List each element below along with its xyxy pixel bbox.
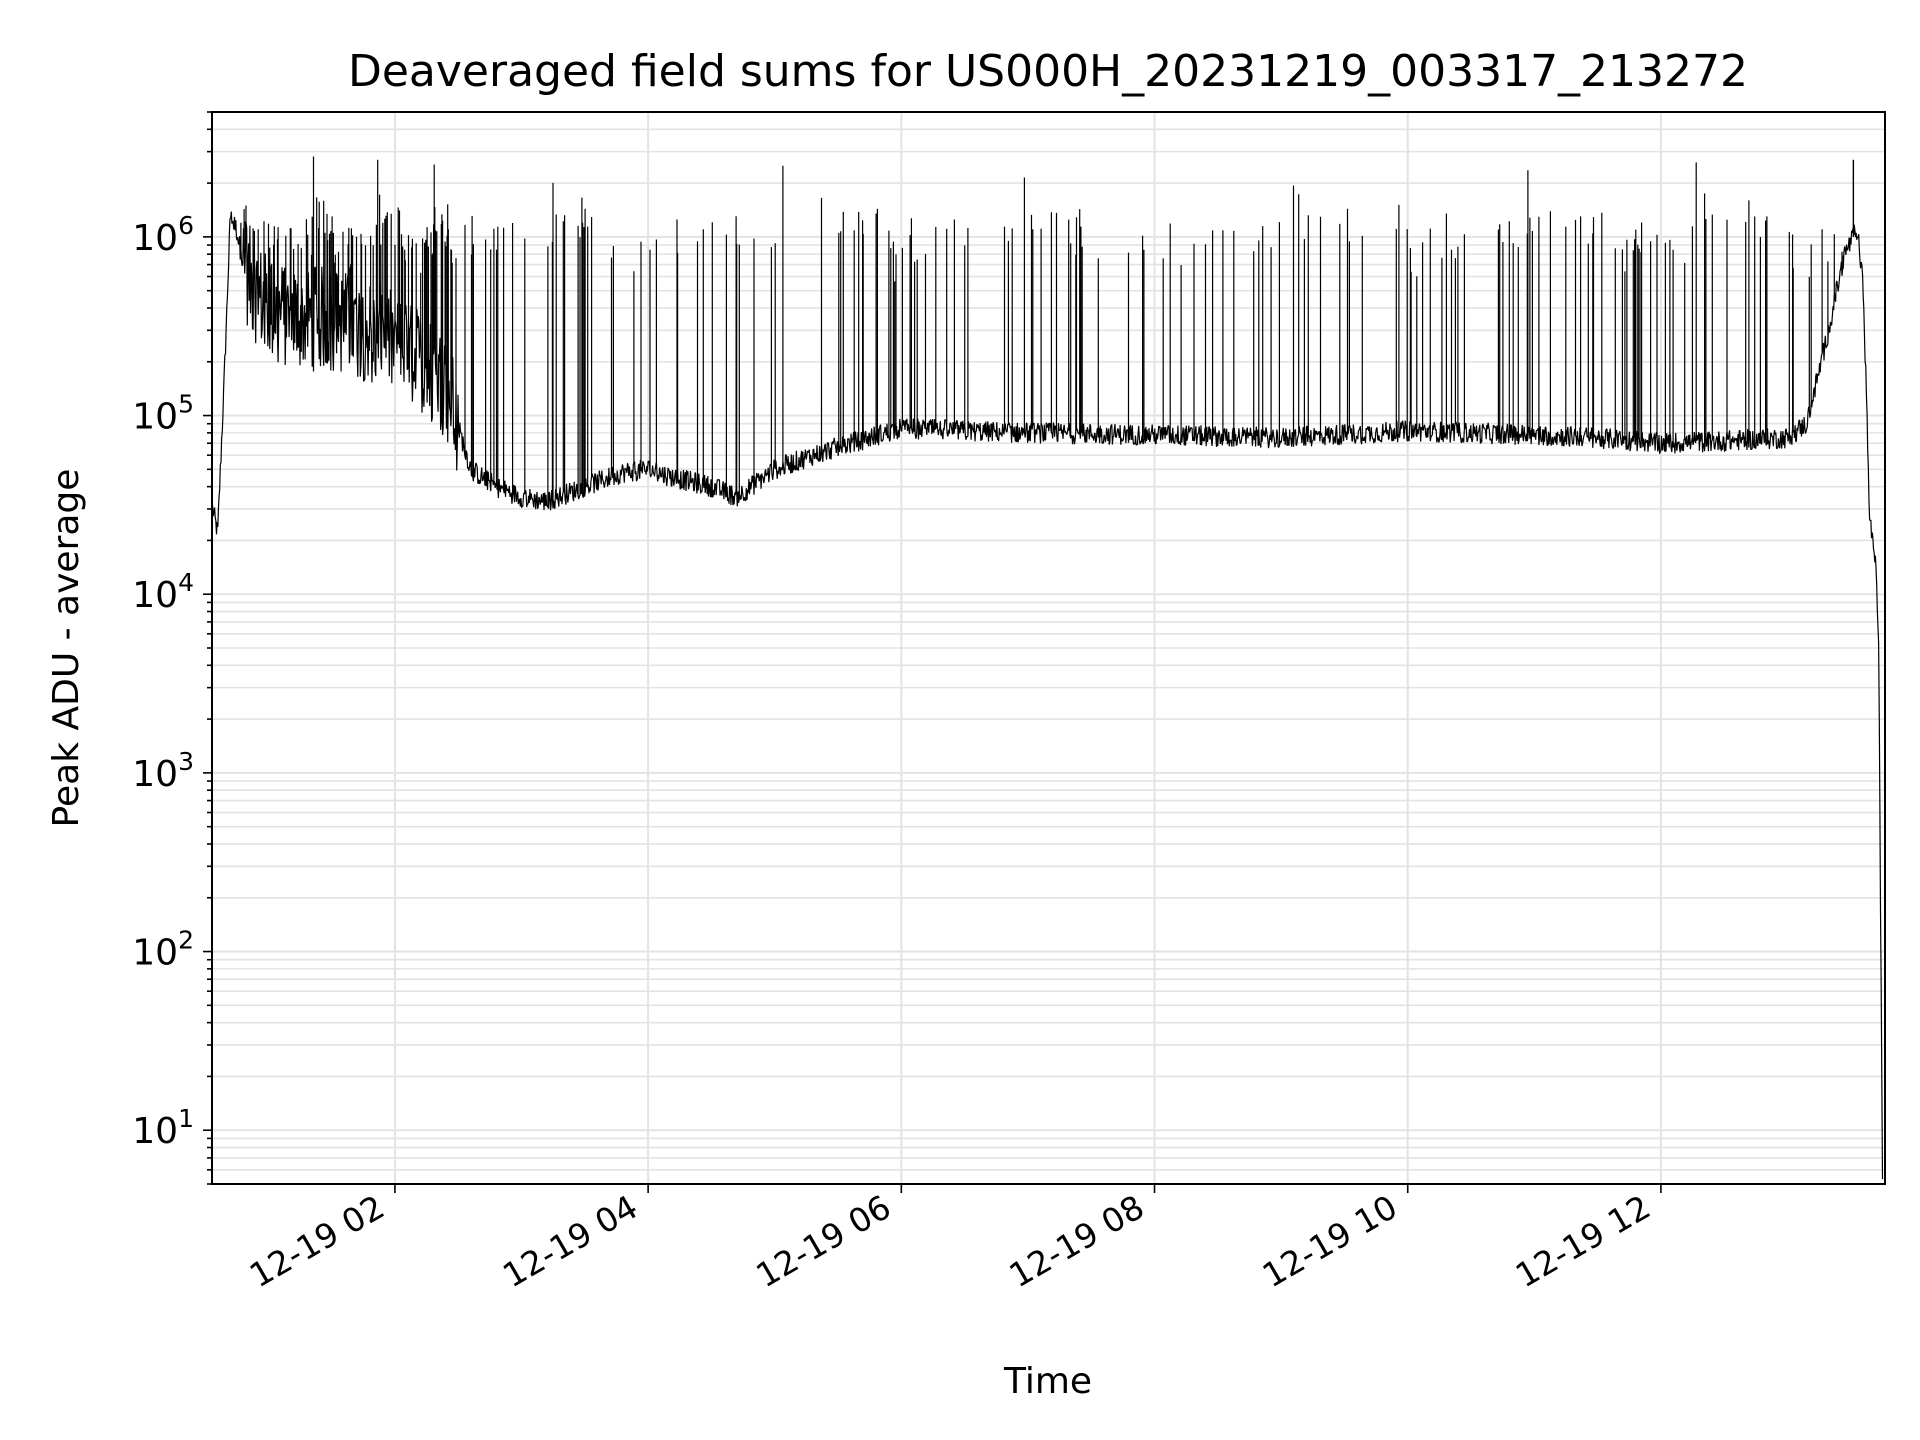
y-tick-label: 106 — [132, 211, 194, 259]
y-tick-label: 105 — [132, 390, 194, 438]
y-axis-label: Peak ADU - average — [46, 469, 87, 828]
grid-lines — [212, 111, 1885, 1185]
y-tick-label: 103 — [132, 747, 194, 795]
y-tick-label: 101 — [132, 1104, 194, 1152]
y-tick-label: 102 — [132, 926, 194, 974]
data-series — [212, 156, 1884, 1180]
y-tick-label: 104 — [132, 568, 194, 616]
x-axis-label: Time — [1003, 1361, 1092, 1402]
chart-title: Deaveraged field sums for US000H_2023121… — [348, 46, 1748, 97]
series-line — [212, 156, 1884, 1180]
